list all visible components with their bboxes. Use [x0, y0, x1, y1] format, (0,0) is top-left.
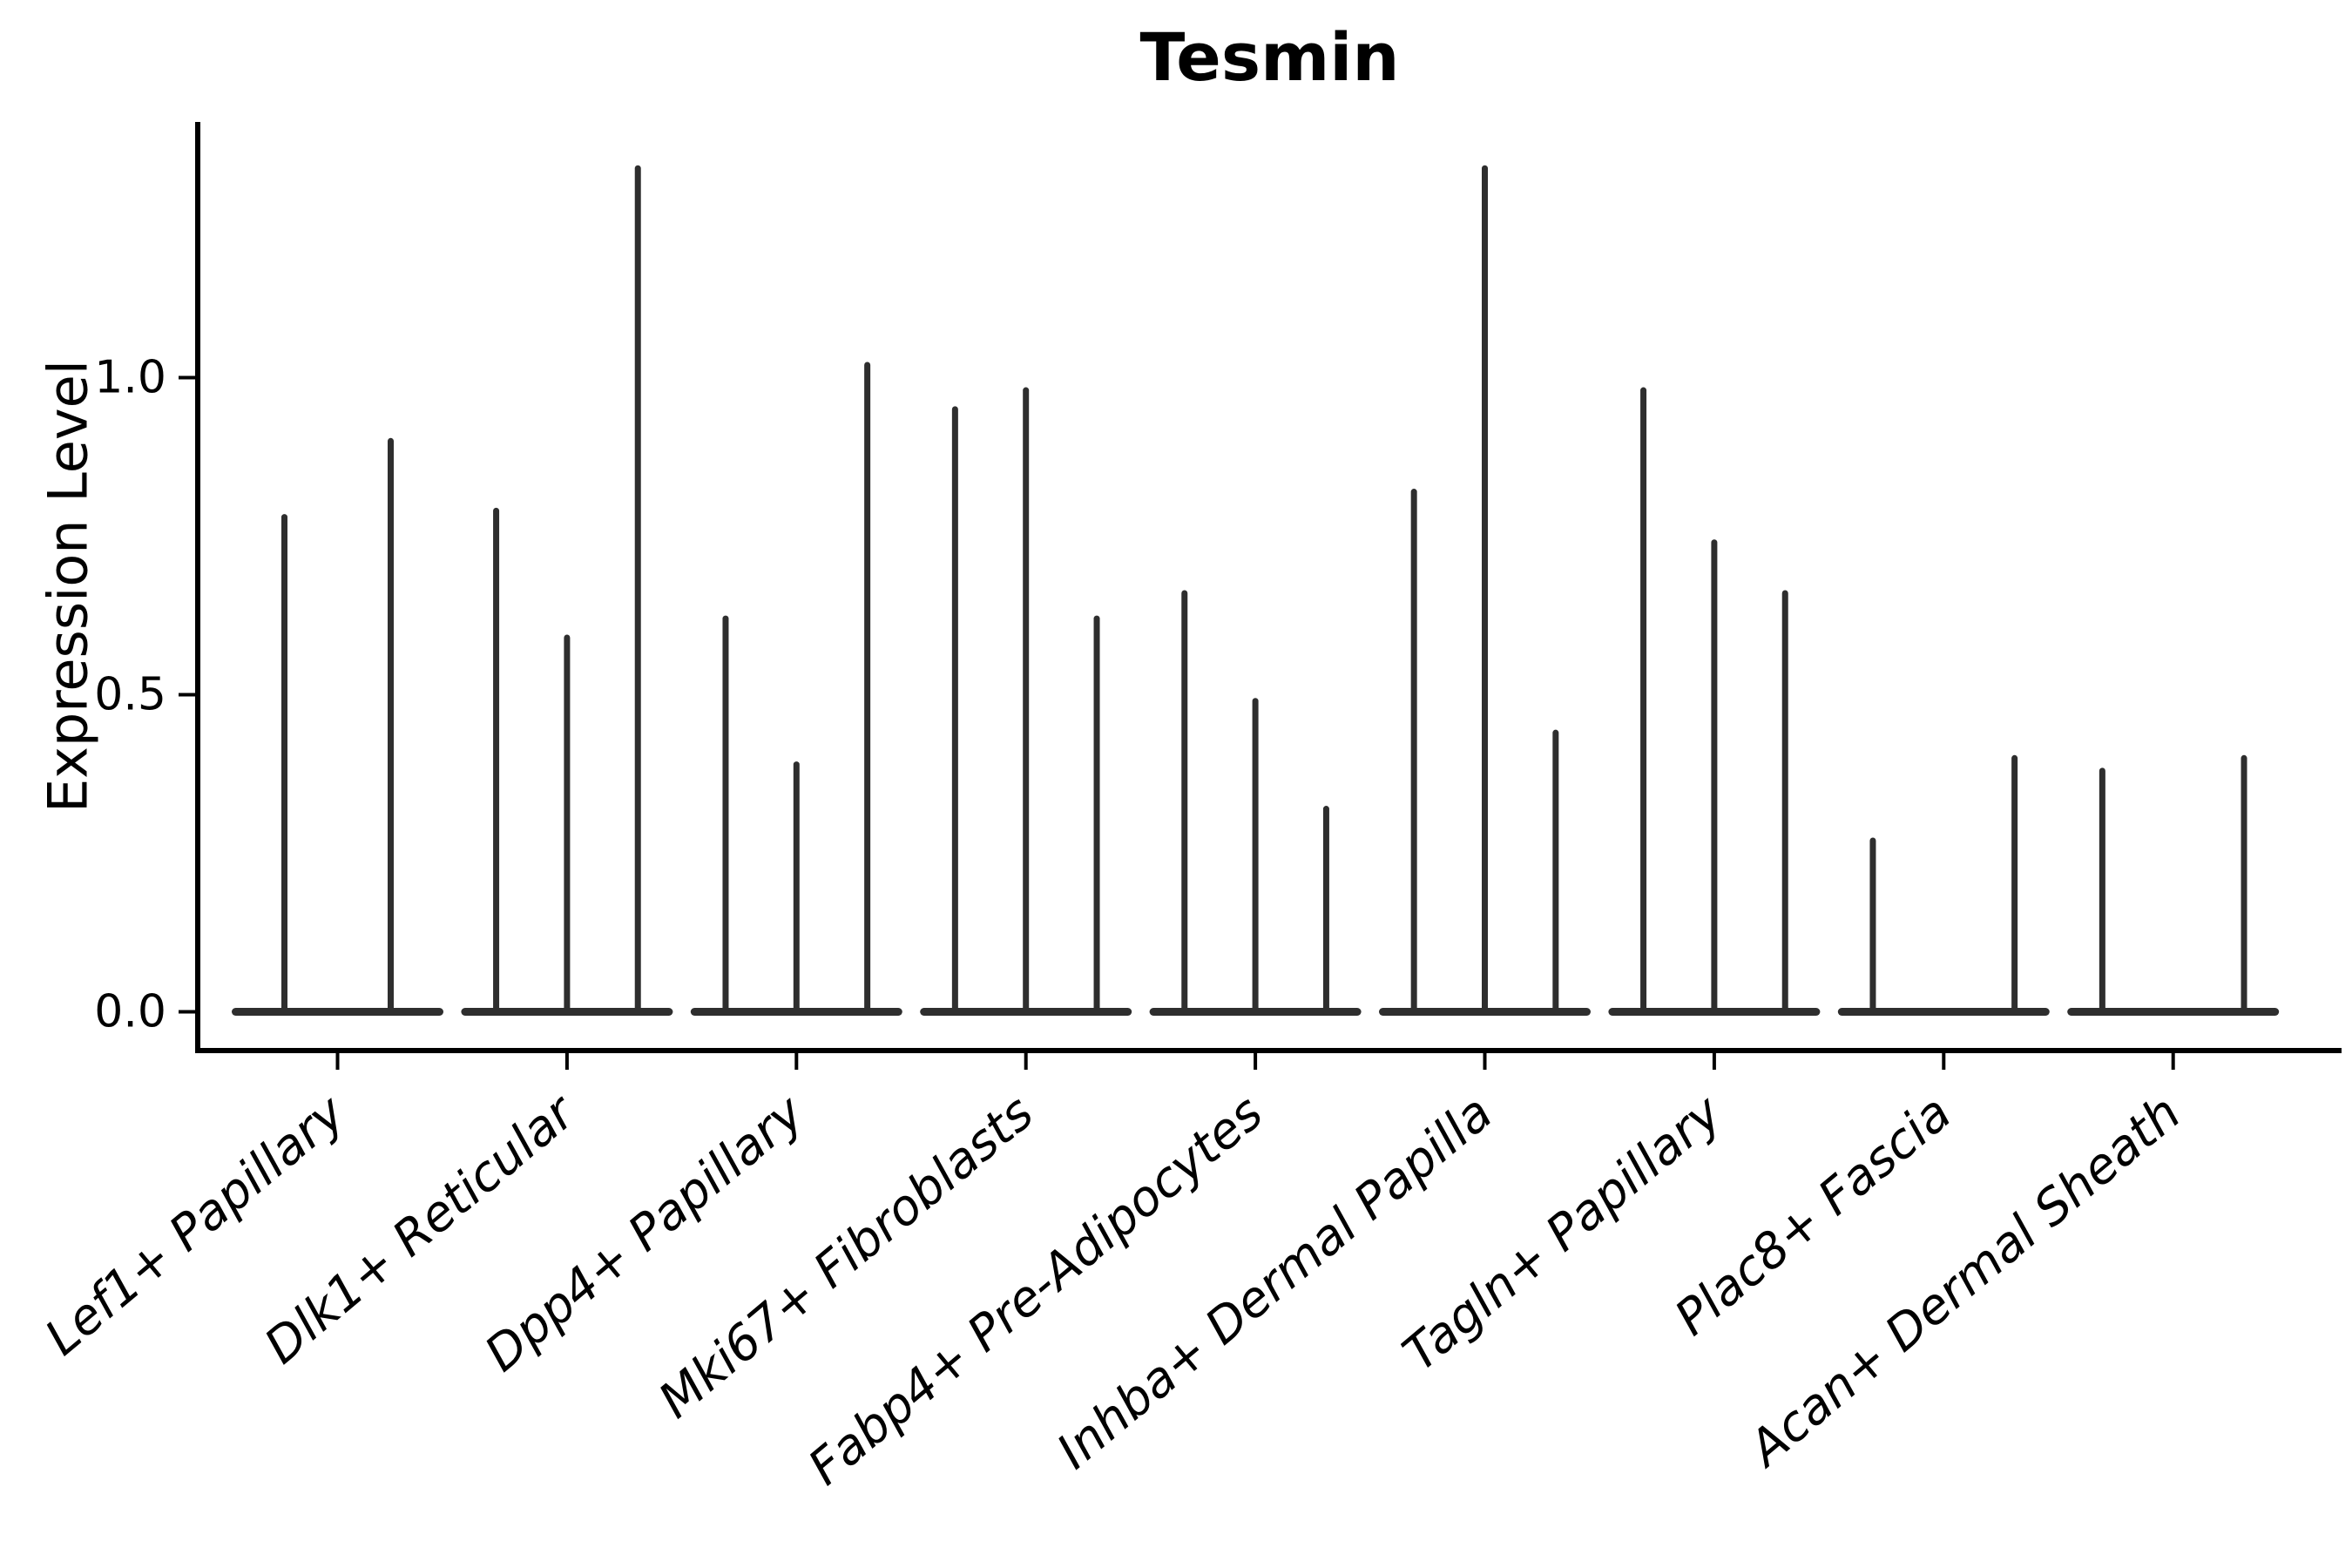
- x-tick-label: Mki67+ Fibroblasts: [648, 1085, 1044, 1429]
- y-tick-label: 1.0: [94, 352, 166, 404]
- x-tick-label: Fabp4+ Pre-Adipocytes: [798, 1085, 1274, 1497]
- y-tick-label: 0.0: [94, 986, 166, 1038]
- chart-title: Tesmin: [1139, 18, 1400, 96]
- x-tick-label: Inhba+ Dermal Papilla: [1046, 1085, 1503, 1480]
- y-tick-label: 0.5: [94, 669, 166, 721]
- x-tick-label: Acan+ Dermal Sheath: [1737, 1085, 2192, 1479]
